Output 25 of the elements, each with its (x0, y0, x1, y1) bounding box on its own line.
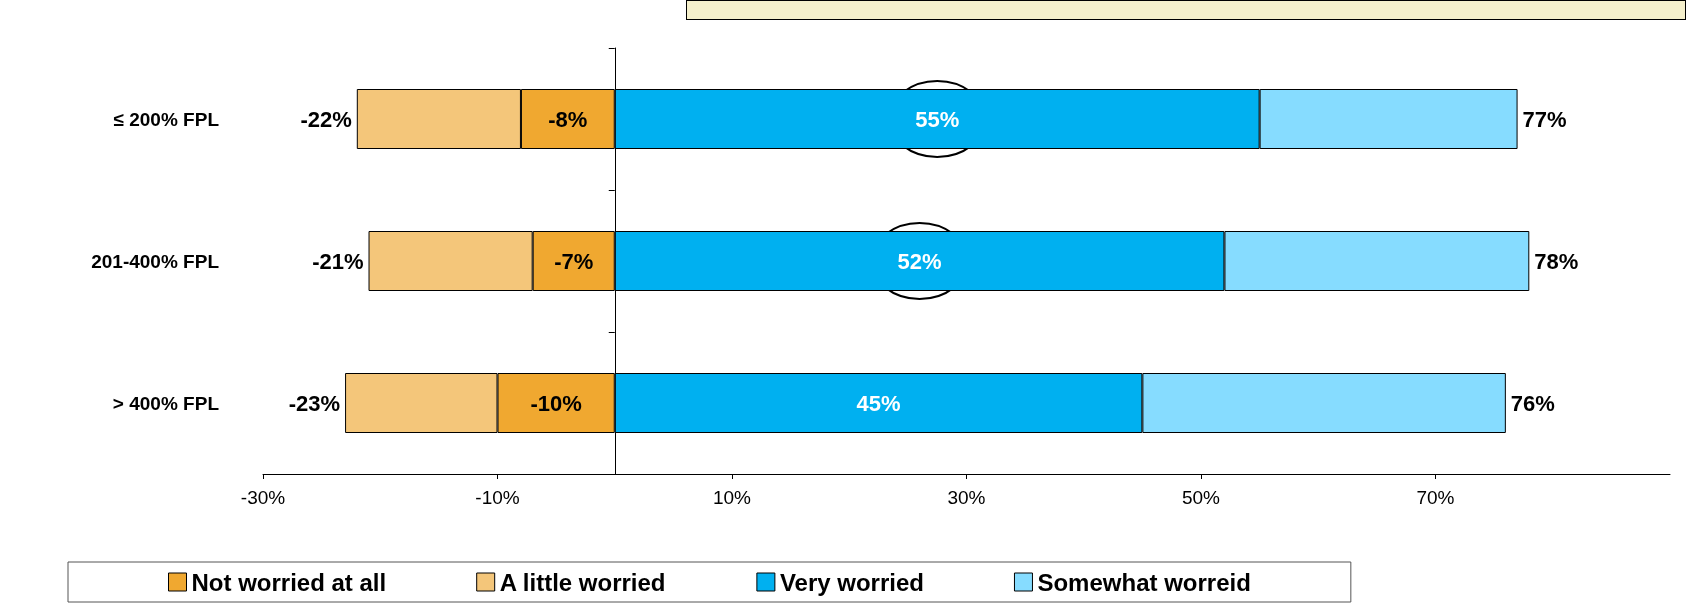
x-tick-label: -10% (475, 487, 520, 508)
legend-label: Very worried (779, 568, 924, 596)
y-tick-label: ≤ 200% FPL (113, 108, 220, 130)
legend-label: Somewhat worreid (1037, 568, 1251, 596)
text: 78% (1534, 248, 1579, 274)
legend-label: A little worried (499, 568, 666, 596)
x-tick-label: -30% (240, 487, 286, 508)
data-label: -7% (554, 248, 594, 274)
text: 77% (1522, 106, 1567, 132)
data-label: -10% (530, 390, 582, 416)
data-label: 45% (856, 390, 901, 416)
y-tick-label: 201-400% FPL (91, 250, 220, 272)
text: -22% (300, 106, 352, 132)
data-label: 55% (915, 106, 960, 132)
x-tick-label: 30% (947, 487, 986, 508)
data-label: 52% (897, 248, 942, 274)
text: -21% (312, 248, 364, 274)
x-tick-label: 10% (712, 487, 752, 508)
text: -23% (288, 390, 341, 416)
x-tick-label: 50% (1181, 487, 1221, 508)
text: 76% (1510, 390, 1555, 416)
y-tick-label: > 400% FPL (112, 392, 220, 414)
data-label: -8% (548, 106, 588, 132)
legend-label: Not worried at all (191, 568, 387, 596)
x-tick-label: 70% (1416, 487, 1455, 508)
